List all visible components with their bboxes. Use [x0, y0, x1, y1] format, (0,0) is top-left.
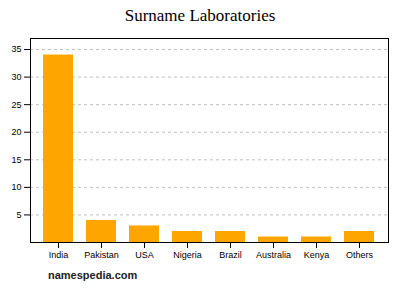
svg-text:Others: Others — [346, 250, 374, 260]
svg-text:Australia: Australia — [256, 250, 291, 260]
svg-text:Pakistan: Pakistan — [84, 250, 119, 260]
svg-text:5: 5 — [16, 210, 21, 220]
svg-text:30: 30 — [11, 72, 21, 82]
svg-text:35: 35 — [11, 44, 21, 54]
html-text:namespedia.com: namespedia.com — [48, 269, 138, 281]
svg-text:20: 20 — [11, 127, 21, 137]
svg-text:10: 10 — [11, 182, 21, 192]
svg-text:India: India — [49, 250, 69, 260]
svg-text:25: 25 — [11, 100, 21, 110]
svg-text:Brazil: Brazil — [219, 250, 242, 260]
svg-text:Nigeria: Nigeria — [173, 250, 202, 260]
svg-text:USA: USA — [135, 250, 154, 260]
svg-text:Kenya: Kenya — [304, 250, 330, 260]
svg-text:15: 15 — [11, 155, 21, 165]
html-text:Surname Laboratories: Surname Laboratories — [124, 6, 276, 25]
